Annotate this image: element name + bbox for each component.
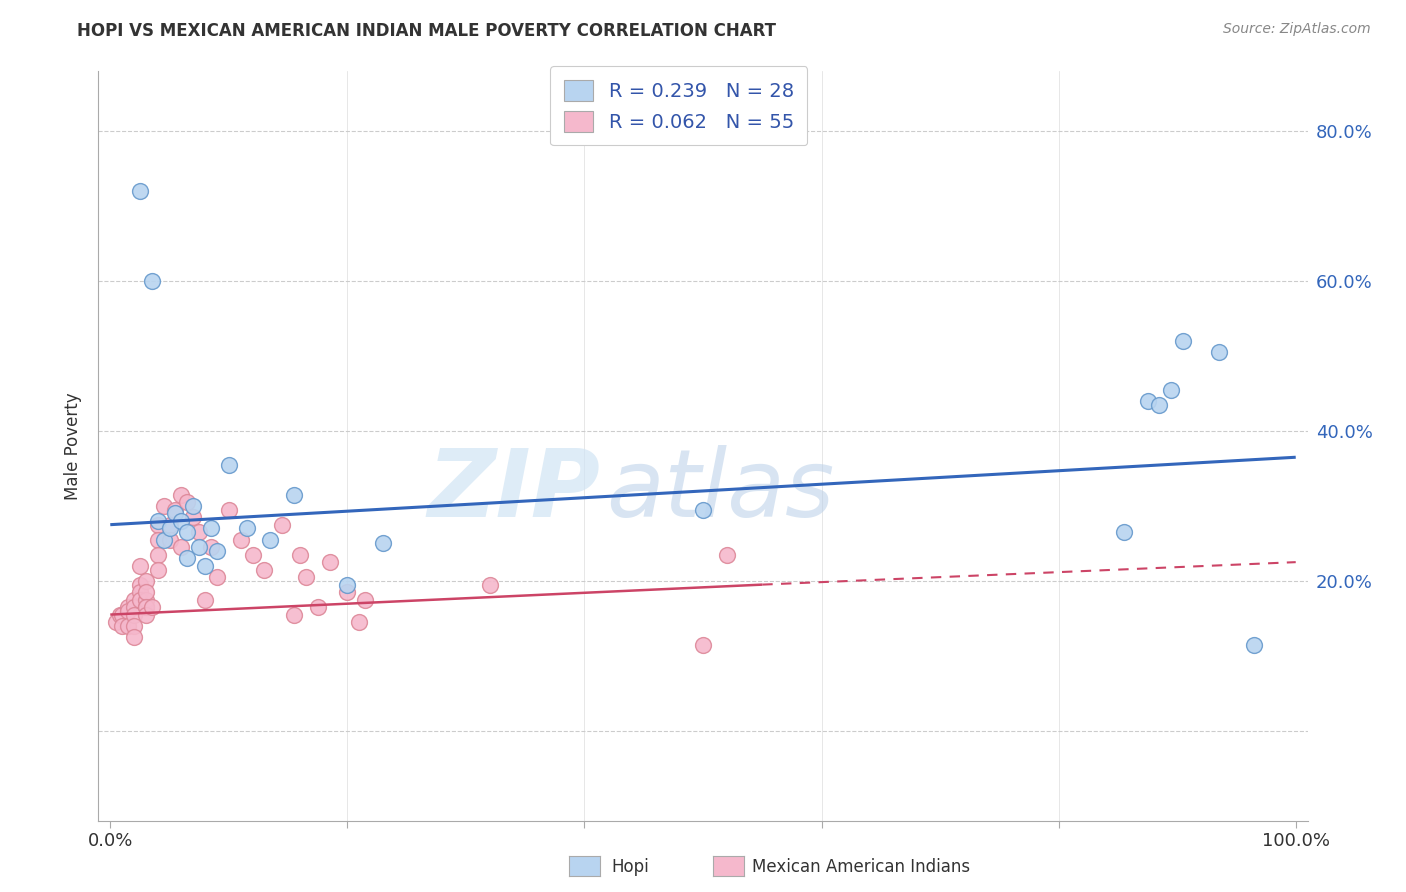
Point (176, 525, 198, 540)
Point (1149, 398, 1171, 412)
Point (135, 600, 157, 615)
Legend: R = 0.239   N = 28, R = 0.062   N = 55: R = 0.239 N = 28, R = 0.062 N = 55 (550, 66, 807, 145)
Point (146, 514, 169, 528)
Point (152, 499, 174, 513)
Point (135, 600, 157, 615)
Point (271, 517, 294, 532)
Point (122, 592, 145, 607)
Point (1160, 383, 1182, 397)
Point (283, 488, 305, 502)
Point (111, 619, 134, 633)
Point (283, 607, 305, 622)
Point (188, 525, 211, 540)
Point (117, 604, 139, 618)
Point (159, 533, 181, 547)
Text: HOPI VS MEXICAN AMERICAN INDIAN MALE POVERTY CORRELATION CHART: HOPI VS MEXICAN AMERICAN INDIAN MALE POV… (77, 22, 776, 40)
Point (129, 577, 152, 591)
Point (135, 592, 157, 607)
Point (135, 585, 157, 599)
Point (129, 592, 152, 607)
Point (218, 458, 240, 472)
Point (181, 499, 204, 513)
Y-axis label: Male Poverty: Male Poverty (65, 392, 83, 500)
Point (152, 533, 174, 547)
Point (692, 638, 714, 652)
Point (716, 548, 738, 562)
Point (135, 607, 157, 622)
Point (188, 540, 211, 554)
Point (146, 533, 169, 547)
Point (235, 521, 257, 535)
Point (111, 607, 134, 622)
Point (307, 600, 329, 615)
Point (135, 574, 157, 588)
Point (1136, 394, 1159, 409)
Point (253, 563, 276, 577)
Point (141, 274, 163, 288)
Point (105, 615, 128, 629)
Point (146, 563, 169, 577)
Point (229, 533, 252, 547)
Point (692, 502, 714, 516)
Text: Source: ZipAtlas.com: Source: ZipAtlas.com (1223, 22, 1371, 37)
Point (288, 548, 311, 562)
Point (122, 619, 145, 633)
Point (1112, 525, 1135, 540)
Point (336, 577, 359, 591)
Point (170, 514, 193, 528)
Point (122, 607, 145, 622)
Point (242, 548, 264, 562)
Point (129, 585, 152, 599)
Point (478, 577, 501, 591)
Point (194, 558, 217, 573)
Point (1243, 638, 1265, 652)
Point (1171, 334, 1194, 348)
Point (336, 585, 359, 599)
Point (141, 600, 163, 615)
Point (295, 570, 318, 584)
Text: ZIP: ZIP (427, 445, 600, 537)
Text: atlas: atlas (606, 445, 835, 536)
Point (194, 592, 217, 607)
Point (1208, 345, 1230, 359)
Point (146, 548, 169, 562)
Point (354, 592, 377, 607)
Point (176, 551, 198, 566)
Point (200, 521, 222, 535)
Point (108, 607, 131, 622)
Point (117, 600, 139, 615)
Point (129, 558, 152, 573)
Point (170, 540, 193, 554)
Point (159, 517, 181, 532)
Point (176, 495, 198, 509)
Point (347, 615, 370, 629)
Point (165, 507, 187, 521)
Point (122, 600, 145, 615)
Point (146, 517, 169, 532)
Point (159, 521, 181, 535)
Point (218, 502, 240, 516)
Text: Mexican American Indians: Mexican American Indians (752, 858, 970, 876)
Point (318, 555, 340, 569)
Point (165, 502, 187, 516)
Point (117, 619, 139, 633)
Point (122, 630, 145, 644)
Text: Hopi: Hopi (612, 858, 650, 876)
Point (205, 570, 228, 584)
Point (170, 488, 193, 502)
Point (205, 544, 228, 558)
Point (129, 184, 152, 198)
Point (371, 536, 394, 550)
Point (259, 533, 281, 547)
Point (181, 510, 204, 524)
Point (200, 540, 222, 554)
